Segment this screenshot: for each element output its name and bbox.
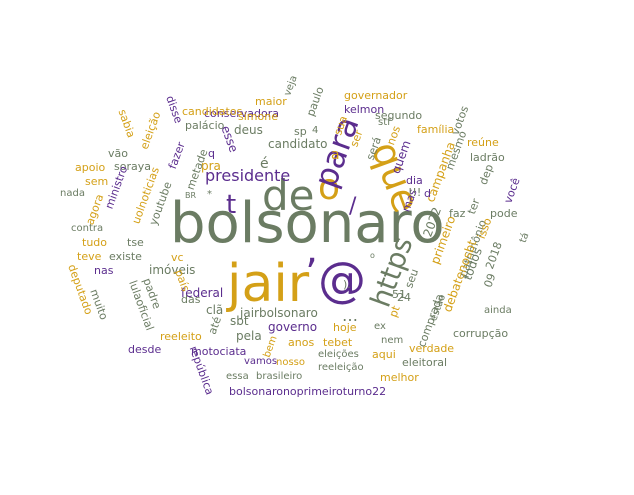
word-1: jair bbox=[227, 254, 310, 314]
word-125: sabia bbox=[115, 107, 138, 140]
word-57: bem bbox=[261, 334, 280, 360]
word-99: pt bbox=[386, 303, 403, 320]
word-117: agora bbox=[83, 192, 107, 227]
word-12: … bbox=[342, 306, 358, 325]
word-116: nada bbox=[60, 188, 85, 199]
word-75: reúne bbox=[467, 136, 499, 149]
word-13: a bbox=[331, 147, 340, 163]
word-26: imóveis bbox=[149, 263, 196, 277]
word-48: reeleição bbox=[318, 362, 364, 373]
word-25: pela bbox=[236, 329, 262, 343]
word-47: eleições bbox=[318, 349, 359, 360]
word-38: até bbox=[205, 314, 225, 337]
word-106: maior bbox=[255, 95, 287, 108]
word-60: corrupção bbox=[453, 327, 509, 340]
word-71: faz bbox=[449, 207, 466, 220]
word-115: sem bbox=[85, 175, 109, 188]
word-69: você bbox=[501, 176, 523, 205]
word-50: essa bbox=[226, 371, 249, 382]
word-89: dia bbox=[406, 174, 423, 187]
word-114: apoio bbox=[75, 161, 106, 174]
word-4: ’ bbox=[305, 251, 318, 297]
word-14: é bbox=[260, 156, 269, 172]
word-87: ser bbox=[347, 128, 366, 149]
word-121: tudo bbox=[82, 236, 107, 249]
word-128: * bbox=[207, 189, 212, 200]
word-73: dep bbox=[476, 162, 497, 187]
word-127: ). bbox=[343, 278, 351, 291]
word-98: 51 bbox=[392, 288, 406, 301]
word-68: pode bbox=[490, 207, 518, 220]
word-103: paulo bbox=[303, 84, 327, 119]
word-28: existe bbox=[109, 250, 142, 263]
word-10: / bbox=[349, 194, 357, 219]
word-82: kelmon bbox=[344, 103, 385, 116]
word-91: !!! bbox=[408, 186, 422, 199]
word-58: nosso bbox=[276, 357, 305, 368]
word-11: presidente bbox=[205, 166, 291, 185]
word-109: palácio bbox=[185, 119, 225, 132]
word-39: reeleito bbox=[160, 330, 202, 343]
word-44: aqui bbox=[372, 348, 396, 361]
word-32: tse bbox=[127, 236, 144, 249]
word-120: contra bbox=[71, 223, 104, 234]
word-74: ladrão bbox=[470, 151, 505, 164]
word-46: eleitoral bbox=[402, 356, 448, 369]
word-72: ter bbox=[465, 196, 483, 217]
word-43: ex bbox=[374, 321, 386, 332]
word-45: nem bbox=[381, 335, 404, 346]
word-101: sp bbox=[294, 125, 307, 138]
word-27: das bbox=[181, 293, 201, 306]
word-53: desde bbox=[128, 343, 162, 356]
word-24: clã bbox=[206, 303, 224, 317]
word-59: verdade bbox=[409, 342, 455, 355]
word-2: @ bbox=[318, 252, 366, 308]
word-52: bolsonaronoprimeiroturno22 bbox=[229, 385, 387, 398]
word-9: t bbox=[226, 190, 237, 220]
word-105: conservadora bbox=[204, 107, 279, 120]
word-51: brasileiro bbox=[256, 371, 303, 382]
word-107: simone bbox=[238, 110, 278, 123]
word-112: fazer bbox=[166, 140, 188, 171]
word-124: vão bbox=[108, 147, 128, 160]
word-122: teve bbox=[77, 250, 102, 263]
word-67: ainda bbox=[484, 305, 512, 316]
word-56: vamos bbox=[244, 356, 278, 367]
word-29: nas bbox=[94, 264, 114, 277]
word-79: família bbox=[417, 123, 455, 136]
word-65: 2018 bbox=[483, 240, 505, 271]
word-102: 4 bbox=[312, 125, 319, 136]
word-42: tebet bbox=[323, 336, 353, 349]
word-66: tá bbox=[517, 231, 532, 245]
word-113: soraya bbox=[114, 160, 151, 173]
word-64: 09 bbox=[481, 271, 499, 290]
word-40: hoje bbox=[333, 321, 357, 334]
word-23: sbt bbox=[230, 314, 249, 328]
word-22: federal bbox=[181, 286, 224, 300]
word-15: o bbox=[370, 251, 375, 260]
word-85: stf bbox=[378, 117, 391, 128]
word-83: governador bbox=[344, 89, 408, 102]
word-80: segundo bbox=[375, 109, 423, 122]
word-3: de bbox=[262, 171, 315, 220]
word-111: q bbox=[208, 147, 215, 160]
word-129: BR bbox=[185, 191, 197, 200]
word-49: melhor bbox=[380, 371, 419, 384]
word-6: o bbox=[318, 167, 341, 208]
word-110: disse bbox=[163, 93, 186, 126]
word-31: vc bbox=[171, 251, 184, 264]
word-55: motociata bbox=[191, 345, 247, 358]
word-21: governo bbox=[268, 320, 318, 334]
word-126: eleição bbox=[137, 109, 164, 152]
word-100: 24 bbox=[397, 291, 411, 304]
word-20: jairbolsonaro bbox=[240, 306, 318, 320]
word-92: d bbox=[424, 187, 431, 200]
word-41: anos bbox=[288, 336, 315, 349]
word-17: deus bbox=[234, 123, 263, 137]
word-16: candidato bbox=[268, 137, 328, 151]
word-0: bolsonaro bbox=[170, 191, 445, 256]
word-108: candidatos bbox=[182, 105, 243, 118]
word-19: pra bbox=[201, 159, 221, 173]
